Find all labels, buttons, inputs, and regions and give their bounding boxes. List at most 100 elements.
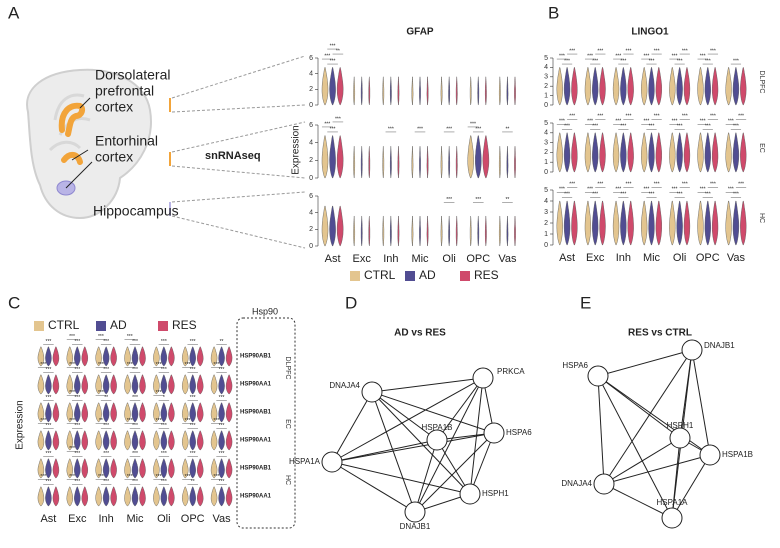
violin [189,486,196,507]
violin [189,458,196,479]
violin [390,76,392,106]
significance: *** [615,53,621,59]
violin [612,200,620,246]
significance: *** [190,423,196,429]
significance: *** [654,48,660,54]
violin [648,132,655,173]
violin [669,67,676,106]
violin [732,132,740,173]
significance: *** [69,446,75,452]
region-label: Hippocampus [93,203,179,219]
significance: *** [388,126,394,132]
violin [620,67,627,106]
violin [196,374,204,395]
row-label: HC [758,213,765,223]
violin [139,458,146,479]
y-tick-label: 2 [309,86,313,93]
violin [627,132,634,173]
violin [440,76,443,106]
violin [448,145,450,179]
significance: *** [98,334,104,340]
x-tick-label: Inh [616,252,631,264]
violin [66,430,74,451]
y-tick-label: 6 [309,122,313,129]
column-header: Hsp90 [252,306,278,316]
violin [210,430,218,451]
violin [584,67,591,106]
violin [599,132,606,173]
edge [331,377,484,463]
significance: *** [74,367,80,373]
violin [139,374,146,395]
violin [181,402,189,423]
significance: ** [505,197,509,203]
violin [499,145,501,179]
edge [436,439,471,495]
violin [168,374,175,395]
y-tick-label: 4 [309,210,313,217]
significance: *** [69,362,75,368]
significance: *** [559,53,565,59]
violin [499,215,501,247]
edge [597,349,693,377]
violin [102,486,110,507]
violin [599,200,606,246]
violin [74,458,81,479]
violin [704,67,711,106]
significance: ** [220,339,224,345]
significance: *** [219,395,225,401]
violin [37,430,45,451]
violin [210,402,218,423]
significance: *** [643,187,649,193]
violin [676,200,683,246]
edge [436,377,484,441]
violin [382,145,385,179]
legend-label: AD [419,268,436,282]
x-tick-label: Exc [68,513,87,525]
significance: *** [470,121,476,127]
violin [168,346,175,367]
brain-illustration [26,55,306,249]
violin [131,486,139,507]
edge [331,391,373,463]
y-tick-label: 2 [544,220,548,227]
violin [506,215,509,247]
significance: *** [677,124,683,130]
violin [189,430,196,451]
y-tick-label: 5 [544,55,548,62]
legend-label: RES [172,318,197,332]
panel-label: E [580,293,591,312]
significance: *** [569,114,575,120]
significance: *** [710,114,716,120]
violin [95,486,102,507]
significance: *** [330,43,336,49]
x-tick-label: Exc [586,252,605,264]
significance: *** [564,58,570,64]
violin [584,132,591,173]
violin [329,67,336,106]
violin [563,67,571,106]
node [669,427,691,449]
significance: *** [417,126,423,132]
violin [712,132,719,173]
violin [556,67,563,106]
violin [732,67,740,106]
violin [426,215,429,247]
violin [52,346,60,367]
significance: *** [587,119,593,125]
legend-label: CTRL [364,268,396,282]
violin [368,146,371,179]
violin [725,67,732,106]
violin [160,430,168,451]
y-tick-label: 0 [544,169,548,176]
violin [168,486,175,507]
significance: *** [156,362,162,368]
y-tick-label: 6 [309,193,313,200]
violin [329,205,336,247]
x-tick-label: Mic [643,252,661,264]
significance: *** [626,114,632,120]
violin [37,486,45,507]
significance: *** [103,423,109,429]
violin [397,145,400,179]
gene-label: HSP90AB1 [240,354,272,360]
